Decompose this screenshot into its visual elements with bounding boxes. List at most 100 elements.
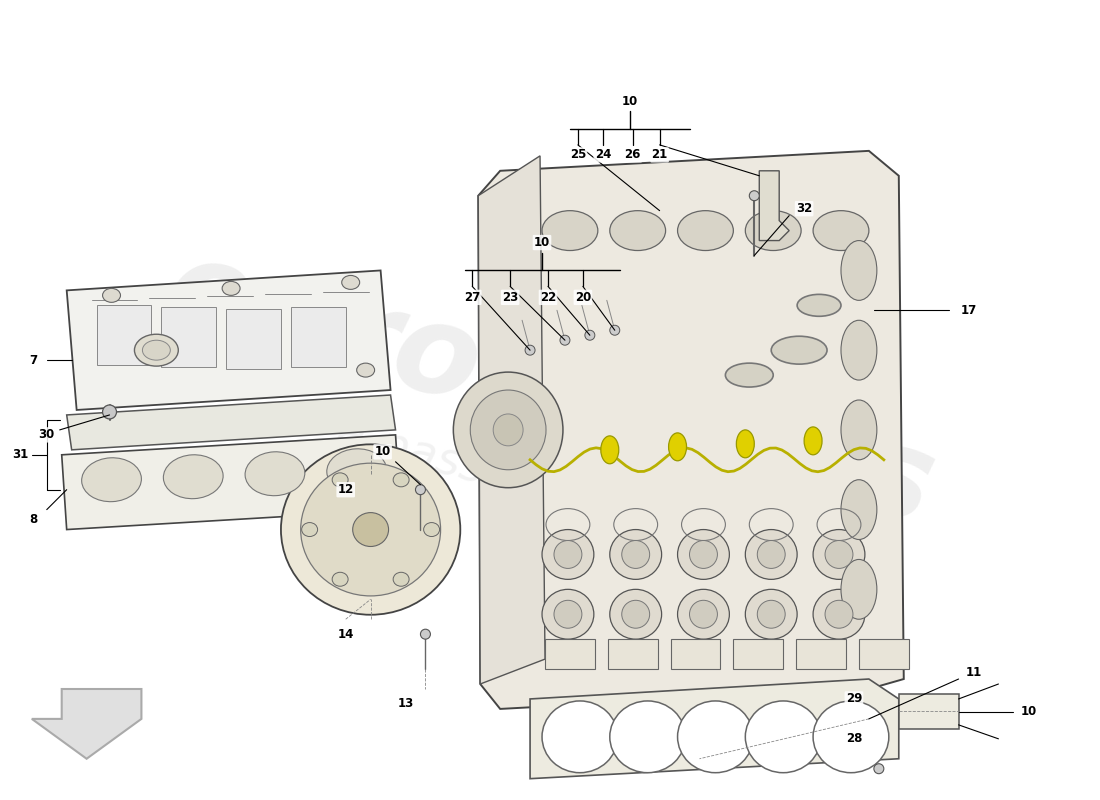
Ellipse shape bbox=[757, 541, 785, 569]
Text: 24: 24 bbox=[595, 148, 610, 162]
Polygon shape bbox=[62, 435, 400, 530]
Ellipse shape bbox=[81, 458, 142, 502]
Text: 23: 23 bbox=[502, 291, 518, 304]
Ellipse shape bbox=[393, 572, 409, 586]
Text: eurospares: eurospares bbox=[153, 230, 947, 550]
Polygon shape bbox=[759, 170, 789, 241]
Ellipse shape bbox=[842, 320, 877, 380]
Polygon shape bbox=[67, 270, 390, 410]
Ellipse shape bbox=[609, 530, 661, 579]
Text: 28: 28 bbox=[846, 732, 862, 746]
Ellipse shape bbox=[825, 600, 852, 628]
Ellipse shape bbox=[245, 452, 305, 496]
Ellipse shape bbox=[453, 372, 563, 488]
Ellipse shape bbox=[332, 572, 348, 586]
Ellipse shape bbox=[471, 390, 546, 470]
Text: 10: 10 bbox=[374, 446, 390, 458]
Ellipse shape bbox=[813, 701, 889, 773]
Ellipse shape bbox=[142, 340, 170, 360]
Text: 8: 8 bbox=[30, 513, 37, 526]
Ellipse shape bbox=[542, 530, 594, 579]
Polygon shape bbox=[227, 310, 280, 369]
Ellipse shape bbox=[164, 454, 223, 498]
Polygon shape bbox=[899, 694, 958, 729]
Ellipse shape bbox=[842, 559, 877, 619]
Ellipse shape bbox=[690, 600, 717, 628]
Ellipse shape bbox=[757, 600, 785, 628]
Text: 21: 21 bbox=[651, 148, 668, 162]
Ellipse shape bbox=[669, 433, 686, 461]
Polygon shape bbox=[478, 156, 544, 684]
Ellipse shape bbox=[771, 336, 827, 364]
Ellipse shape bbox=[280, 444, 460, 614]
Ellipse shape bbox=[601, 436, 619, 464]
Ellipse shape bbox=[301, 522, 318, 537]
Text: 27: 27 bbox=[464, 291, 481, 304]
Ellipse shape bbox=[493, 414, 524, 446]
Text: a passion for parts: a passion for parts bbox=[331, 411, 769, 569]
Polygon shape bbox=[290, 307, 345, 367]
Ellipse shape bbox=[746, 590, 798, 639]
Ellipse shape bbox=[825, 541, 852, 569]
Ellipse shape bbox=[102, 288, 121, 302]
Ellipse shape bbox=[327, 449, 386, 493]
Text: 30: 30 bbox=[39, 428, 55, 442]
Ellipse shape bbox=[424, 522, 440, 537]
Polygon shape bbox=[530, 679, 899, 778]
Ellipse shape bbox=[813, 530, 865, 579]
Ellipse shape bbox=[542, 590, 594, 639]
Ellipse shape bbox=[749, 190, 759, 201]
Text: 32: 32 bbox=[796, 202, 812, 215]
Ellipse shape bbox=[813, 210, 869, 250]
Ellipse shape bbox=[353, 513, 388, 546]
Ellipse shape bbox=[554, 541, 582, 569]
Ellipse shape bbox=[609, 326, 619, 335]
Ellipse shape bbox=[300, 463, 441, 596]
Ellipse shape bbox=[542, 210, 597, 250]
Ellipse shape bbox=[690, 541, 717, 569]
Ellipse shape bbox=[798, 294, 842, 316]
Text: 11: 11 bbox=[966, 666, 981, 678]
Polygon shape bbox=[67, 395, 396, 450]
Text: 10: 10 bbox=[621, 94, 638, 107]
Ellipse shape bbox=[621, 600, 650, 628]
Ellipse shape bbox=[678, 701, 754, 773]
Ellipse shape bbox=[804, 427, 822, 455]
Polygon shape bbox=[162, 307, 217, 367]
Ellipse shape bbox=[813, 590, 865, 639]
Text: 12: 12 bbox=[338, 483, 354, 496]
Bar bbox=[796, 639, 846, 669]
Ellipse shape bbox=[560, 335, 570, 345]
Ellipse shape bbox=[356, 363, 375, 377]
Ellipse shape bbox=[416, 485, 426, 494]
Text: 22: 22 bbox=[540, 291, 557, 304]
Polygon shape bbox=[97, 306, 152, 365]
Bar bbox=[671, 639, 720, 669]
Ellipse shape bbox=[746, 701, 821, 773]
Ellipse shape bbox=[542, 701, 618, 773]
Bar bbox=[859, 639, 909, 669]
Ellipse shape bbox=[725, 363, 773, 387]
Ellipse shape bbox=[102, 405, 117, 419]
Text: 29: 29 bbox=[846, 693, 862, 706]
Ellipse shape bbox=[420, 630, 430, 639]
Ellipse shape bbox=[585, 330, 595, 340]
Ellipse shape bbox=[842, 400, 877, 460]
Bar bbox=[608, 639, 658, 669]
Ellipse shape bbox=[342, 275, 360, 290]
Ellipse shape bbox=[609, 590, 661, 639]
Ellipse shape bbox=[678, 530, 729, 579]
Bar bbox=[734, 639, 783, 669]
Ellipse shape bbox=[746, 210, 801, 250]
Ellipse shape bbox=[842, 480, 877, 539]
Ellipse shape bbox=[621, 541, 650, 569]
Ellipse shape bbox=[873, 764, 883, 774]
Text: 14: 14 bbox=[338, 628, 354, 641]
Ellipse shape bbox=[393, 473, 409, 487]
Ellipse shape bbox=[222, 282, 240, 295]
Text: 31: 31 bbox=[12, 448, 28, 462]
Ellipse shape bbox=[609, 210, 666, 250]
Text: 26: 26 bbox=[625, 148, 641, 162]
Ellipse shape bbox=[842, 241, 877, 300]
Ellipse shape bbox=[678, 210, 734, 250]
